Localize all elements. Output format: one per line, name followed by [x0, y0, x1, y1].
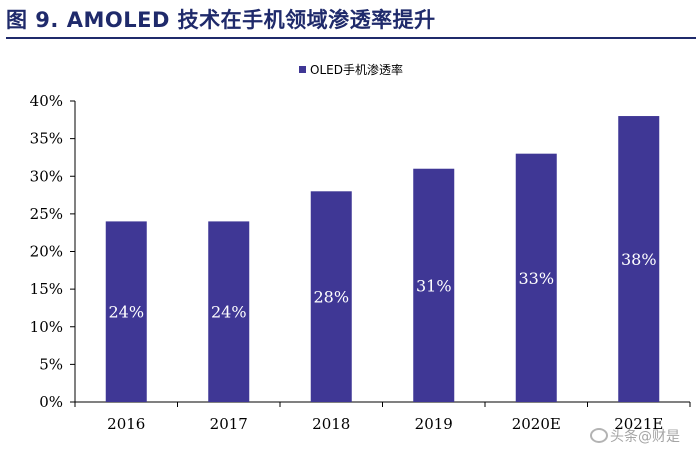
bar-data-label: 28%: [313, 288, 349, 307]
title-divider: [6, 37, 696, 39]
legend-swatch: [299, 66, 306, 73]
bar-data-label: 38%: [621, 250, 657, 269]
figure-title: 图 9. AMOLED 技术在手机领域渗透率提升: [6, 8, 436, 32]
y-tick-label: 15%: [30, 280, 63, 298]
bar-data-label: 33%: [518, 269, 554, 288]
x-axis: 2016 2017 2018 2019 2020E 2021E: [74, 401, 691, 433]
x-tick-label: 2017: [210, 415, 248, 433]
bar: [105, 221, 147, 402]
x-tick-label: 2021E: [614, 415, 663, 433]
bar: [413, 168, 455, 402]
y-tick-label: 40%: [30, 92, 63, 110]
x-tick-label: 2018: [312, 415, 350, 433]
bar: [515, 153, 557, 402]
bar-data-label: 24%: [108, 303, 144, 322]
y-tick-label: 30%: [30, 167, 63, 185]
bar: [310, 191, 352, 402]
bar: [208, 221, 250, 402]
watermark: 头条@财是: [590, 426, 680, 446]
y-tick-label: 35%: [30, 130, 63, 148]
watermark-text: 头条@财是: [610, 429, 680, 445]
y-tick-label: 25%: [30, 205, 63, 223]
legend: OLED手机渗透率: [299, 62, 403, 77]
x-tick-label: 2019: [415, 415, 453, 433]
chat-bubble-icon: [590, 428, 608, 443]
y-tick-label: 0%: [39, 393, 63, 411]
bars: 24% 24% 28% 31% 33% 38%: [105, 116, 660, 403]
bar-data-label: 24%: [211, 303, 247, 322]
legend-label: OLED手机渗透率: [310, 62, 403, 77]
x-tick-label: 2020E: [512, 415, 561, 433]
bar: [618, 116, 660, 403]
y-tick-label: 20%: [30, 243, 63, 261]
y-tick-label: 10%: [30, 318, 63, 336]
bar-data-label: 31%: [416, 276, 452, 295]
y-axis: 0% 5% 10% 15% 20% 25% 30% 35% 40%: [30, 92, 76, 411]
x-tick-label: 2016: [107, 415, 145, 433]
y-tick-label: 5%: [39, 355, 63, 373]
